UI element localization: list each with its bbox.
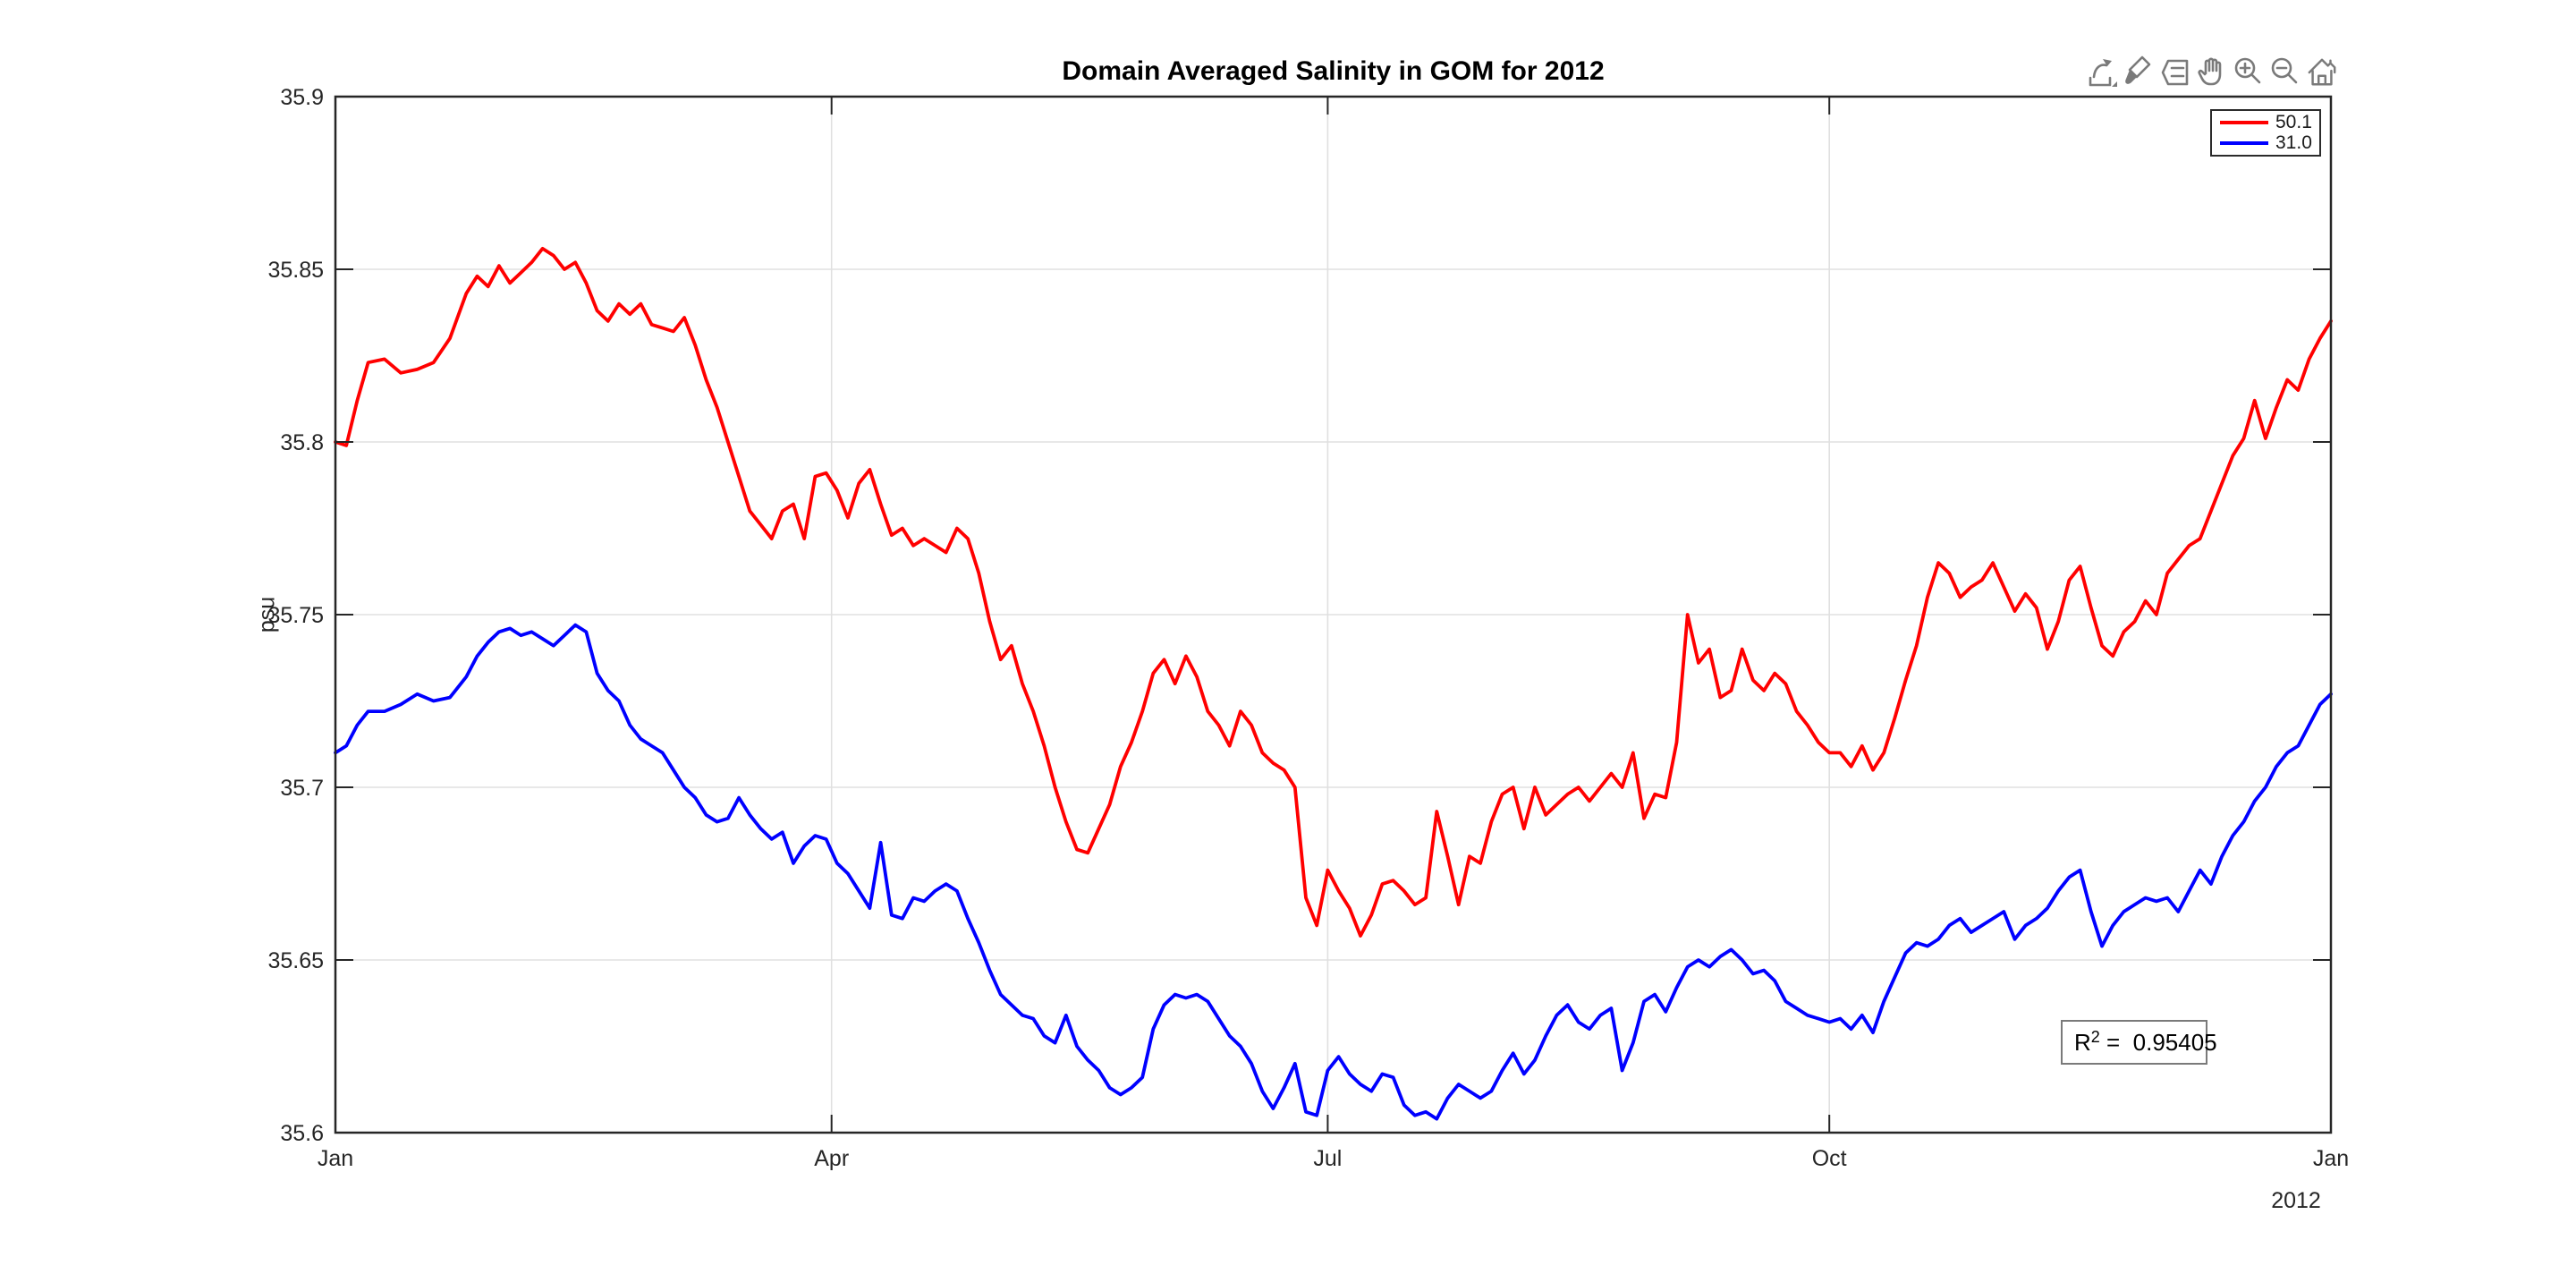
y-tick-label: 35.75: [267, 603, 324, 628]
zoom-in-icon[interactable]: [2233, 50, 2265, 95]
export-icon[interactable]: [2086, 50, 2118, 95]
x-tick-label: Apr: [814, 1146, 849, 1171]
y-tick-label: 35.8: [280, 430, 324, 455]
y-axis-label: psu: [254, 596, 280, 633]
series-line-50.1: [334, 246, 2333, 938]
x-tick-label: Jan: [318, 1146, 353, 1171]
x-tick-label: Jan: [2313, 1146, 2349, 1171]
x-tick-label: Oct: [1812, 1146, 1847, 1171]
legend-item: 50.1: [2212, 112, 2319, 132]
y-tick-label: 35.6: [280, 1121, 324, 1146]
pan-icon[interactable]: [2196, 50, 2228, 95]
legend-line-sample-blue: [2220, 141, 2268, 145]
legend: 50.1 31.0: [2210, 109, 2321, 157]
legend-item: 31.0: [2212, 132, 2319, 153]
home-icon[interactable]: [2306, 50, 2338, 95]
r-squared-exponent: 2: [2090, 1027, 2100, 1046]
axes-toolbar: [2086, 50, 2338, 95]
zoom-out-icon[interactable]: [2269, 50, 2301, 95]
datatips-icon[interactable]: [2159, 50, 2191, 95]
r-squared-value: = 0.95405: [2099, 1028, 2217, 1056]
chart-title: Domain Averaged Salinity in GOM for 2012: [1062, 56, 1605, 86]
y-tick-label: 35.65: [267, 948, 324, 973]
r-squared-text: R: [2074, 1028, 2091, 1056]
x-axis-year-label: 2012: [2271, 1188, 2321, 1213]
brush-icon[interactable]: [2123, 50, 2155, 95]
legend-label: 31.0: [2275, 132, 2312, 153]
y-tick-label: 35.85: [267, 258, 324, 283]
series-line-31.0: [334, 623, 2333, 1121]
y-tick-label: 35.9: [280, 85, 324, 110]
legend-line-sample-red: [2220, 121, 2268, 124]
y-tick-label: 35.7: [280, 776, 324, 801]
x-tick-label: Jul: [1313, 1146, 1342, 1171]
legend-label: 50.1: [2275, 112, 2312, 132]
